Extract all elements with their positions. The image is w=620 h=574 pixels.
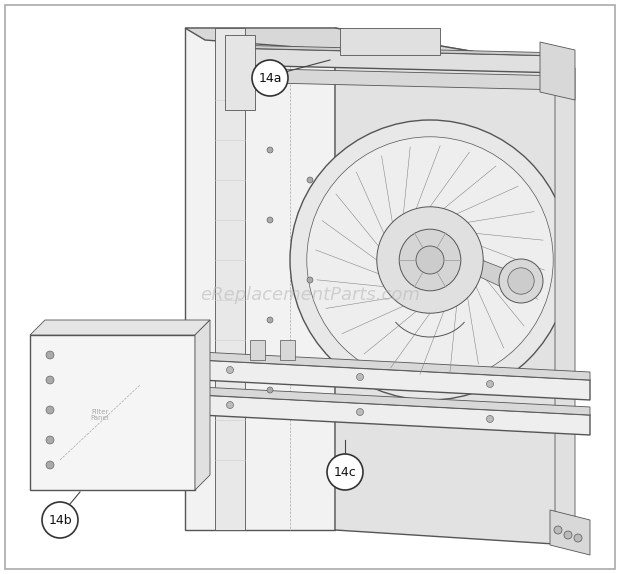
Polygon shape <box>280 340 295 360</box>
Text: Filter
Panel: Filter Panel <box>91 409 109 421</box>
Circle shape <box>327 454 363 490</box>
Circle shape <box>46 461 54 469</box>
Circle shape <box>499 259 543 303</box>
Circle shape <box>564 531 572 539</box>
Circle shape <box>267 317 273 323</box>
Polygon shape <box>200 395 590 435</box>
Polygon shape <box>215 28 245 530</box>
Polygon shape <box>30 335 195 490</box>
Circle shape <box>307 177 313 183</box>
Circle shape <box>290 120 570 400</box>
Polygon shape <box>540 42 575 100</box>
Circle shape <box>46 376 54 384</box>
Polygon shape <box>225 35 255 110</box>
Text: 14a: 14a <box>259 72 281 84</box>
Circle shape <box>574 534 582 542</box>
Circle shape <box>42 502 78 538</box>
Polygon shape <box>340 28 440 55</box>
Polygon shape <box>555 60 575 540</box>
Polygon shape <box>30 320 210 335</box>
Circle shape <box>508 268 534 294</box>
Polygon shape <box>250 340 265 360</box>
Circle shape <box>307 137 553 383</box>
Polygon shape <box>230 48 565 73</box>
Polygon shape <box>461 252 510 291</box>
Polygon shape <box>200 352 590 380</box>
Circle shape <box>252 60 288 96</box>
Circle shape <box>307 277 313 283</box>
Circle shape <box>46 436 54 444</box>
Polygon shape <box>200 387 590 415</box>
Polygon shape <box>195 320 210 490</box>
Text: eReplacementParts.com: eReplacementParts.com <box>200 286 420 304</box>
Circle shape <box>487 381 494 387</box>
Circle shape <box>377 207 483 313</box>
Polygon shape <box>230 68 565 90</box>
Circle shape <box>46 351 54 359</box>
Polygon shape <box>200 360 590 400</box>
Circle shape <box>554 526 562 534</box>
Polygon shape <box>185 28 570 68</box>
Text: 14b: 14b <box>48 514 72 526</box>
Circle shape <box>416 246 444 274</box>
Circle shape <box>267 147 273 153</box>
Polygon shape <box>550 510 590 555</box>
Text: 14c: 14c <box>334 466 356 479</box>
Circle shape <box>356 409 363 416</box>
Circle shape <box>487 416 494 422</box>
Circle shape <box>267 217 273 223</box>
Circle shape <box>267 387 273 393</box>
Polygon shape <box>185 28 335 530</box>
Circle shape <box>399 229 461 291</box>
Polygon shape <box>230 45 565 56</box>
Circle shape <box>356 374 363 381</box>
Circle shape <box>46 406 54 414</box>
Polygon shape <box>335 28 570 545</box>
Circle shape <box>226 367 234 374</box>
Circle shape <box>226 401 234 409</box>
